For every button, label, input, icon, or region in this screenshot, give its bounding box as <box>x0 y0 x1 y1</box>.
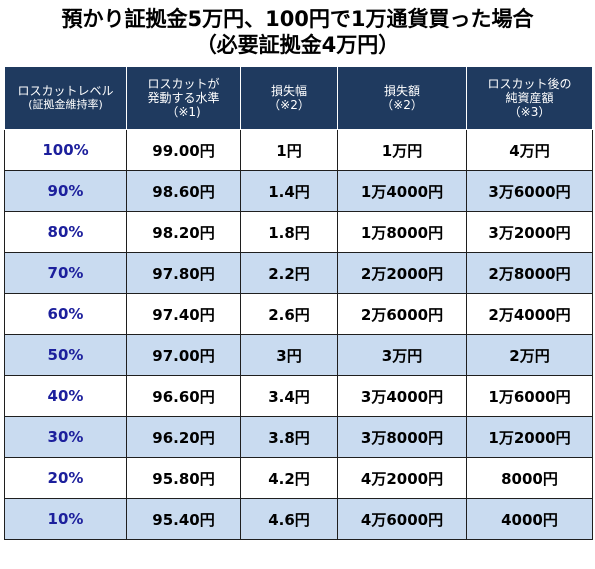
cell-loss-width: 1.4円 <box>240 170 338 212</box>
cell-trigger-price: 99.00円 <box>126 129 241 171</box>
header-line: （※2） <box>268 98 310 112</box>
cell-net-assets: 1万2000円 <box>466 416 593 458</box>
header-line: 損失幅 <box>270 84 307 98</box>
table-row: 100% 99.00円 1円 1万円 4万円 <box>4 129 593 171</box>
cell-loss-amount: 1万4000円 <box>337 170 467 212</box>
header-losscut-level: ロスカットレベル (証拠金維持率) <box>4 66 127 130</box>
cell-loss-width: 1.8円 <box>240 211 338 253</box>
cell-trigger-price: 97.40円 <box>126 293 241 335</box>
cell-loss-amount: 4万6000円 <box>337 498 467 540</box>
header-loss-amount: 損失額 （※2） <box>337 66 467 130</box>
cell-net-assets: 4万円 <box>466 129 593 171</box>
cell-losscut-level: 60% <box>4 293 127 335</box>
cell-net-assets: 3万2000円 <box>466 211 593 253</box>
cell-trigger-price: 95.80円 <box>126 457 241 499</box>
cell-loss-width: 1円 <box>240 129 338 171</box>
cell-loss-width: 4.2円 <box>240 457 338 499</box>
cell-net-assets: 8000円 <box>466 457 593 499</box>
cell-losscut-level: 50% <box>4 334 127 376</box>
cell-net-assets: 2万円 <box>466 334 593 376</box>
header-row: ロスカットレベル (証拠金維持率) ロスカットが 発動する水準 （※1) 損失幅… <box>4 66 593 130</box>
header-line: （※1) <box>166 105 201 119</box>
header-net-assets: ロスカット後の 純資産額 （※3） <box>466 66 593 130</box>
header-line: 発動する水準 <box>147 91 220 105</box>
cell-loss-width: 2.6円 <box>240 293 338 335</box>
header-line: 損失額 <box>383 84 420 98</box>
header-trigger-price: ロスカットが 発動する水準 （※1) <box>126 66 241 130</box>
cell-losscut-level: 70% <box>4 252 127 294</box>
table-header: ロスカットレベル (証拠金維持率) ロスカットが 発動する水準 （※1) 損失幅… <box>4 66 593 130</box>
table-body: 100% 99.00円 1円 1万円 4万円 90% 98.60円 1.4円 1… <box>4 129 593 540</box>
cell-loss-amount: 2万6000円 <box>337 293 467 335</box>
cell-net-assets: 4000円 <box>466 498 593 540</box>
header-line: （※2） <box>381 98 423 112</box>
header-loss-width: 損失幅 （※2） <box>240 66 338 130</box>
cell-loss-width: 2.2円 <box>240 252 338 294</box>
cell-loss-amount: 1万8000円 <box>337 211 467 253</box>
cell-trigger-price: 95.40円 <box>126 498 241 540</box>
page-title: 預かり証拠金5万円、100円で1万通貨買った場合 （必要証拠金4万円） <box>0 0 595 66</box>
header-line: （※3） <box>508 105 551 119</box>
cell-loss-amount: 2万2000円 <box>337 252 467 294</box>
cell-trigger-price: 96.20円 <box>126 416 241 458</box>
table-row: 60% 97.40円 2.6円 2万6000円 2万4000円 <box>4 293 593 335</box>
cell-net-assets: 3万6000円 <box>466 170 593 212</box>
cell-trigger-price: 98.20円 <box>126 211 241 253</box>
cell-loss-amount: 3万4000円 <box>337 375 467 417</box>
table-row: 30% 96.20円 3.8円 3万8000円 1万2000円 <box>4 416 593 458</box>
cell-losscut-level: 100% <box>4 129 127 171</box>
header-line: (証拠金維持率) <box>28 98 103 111</box>
table-row: 80% 98.20円 1.8円 1万8000円 3万2000円 <box>4 211 593 253</box>
cell-losscut-level: 40% <box>4 375 127 417</box>
table-row: 40% 96.60円 3.4円 3万4000円 1万6000円 <box>4 375 593 417</box>
cell-loss-amount: 4万2000円 <box>337 457 467 499</box>
cell-net-assets: 2万8000円 <box>466 252 593 294</box>
cell-loss-amount: 1万円 <box>337 129 467 171</box>
table-row: 50% 97.00円 3円 3万円 2万円 <box>4 334 593 376</box>
cell-trigger-price: 97.80円 <box>126 252 241 294</box>
cell-losscut-level: 20% <box>4 457 127 499</box>
title-main: 預かり証拠金5万円、100円で1万通貨買った場合 <box>61 7 534 31</box>
title-sub: （必要証拠金4万円） <box>195 33 400 57</box>
cell-losscut-level: 80% <box>4 211 127 253</box>
cell-loss-amount: 3万8000円 <box>337 416 467 458</box>
cell-loss-width: 3.4円 <box>240 375 338 417</box>
cell-loss-width: 3.8円 <box>240 416 338 458</box>
cell-losscut-level: 90% <box>4 170 127 212</box>
cell-loss-width: 4.6円 <box>240 498 338 540</box>
cell-losscut-level: 10% <box>4 498 127 540</box>
cell-net-assets: 1万6000円 <box>466 375 593 417</box>
cell-net-assets: 2万4000円 <box>466 293 593 335</box>
table-row: 70% 97.80円 2.2円 2万2000円 2万8000円 <box>4 252 593 294</box>
losscut-table: ロスカットレベル (証拠金維持率) ロスカットが 発動する水準 （※1) 損失幅… <box>4 66 593 540</box>
header-line: 純資産額 <box>505 91 554 105</box>
table-row: 10% 95.40円 4.6円 4万6000円 4000円 <box>4 498 593 540</box>
cell-loss-width: 3円 <box>240 334 338 376</box>
header-line: ロスカットが <box>147 77 220 91</box>
cell-losscut-level: 30% <box>4 416 127 458</box>
cell-loss-amount: 3万円 <box>337 334 467 376</box>
header-line: ロスカットレベル <box>17 84 114 98</box>
cell-trigger-price: 96.60円 <box>126 375 241 417</box>
cell-trigger-price: 98.60円 <box>126 170 241 212</box>
cell-trigger-price: 97.00円 <box>126 334 241 376</box>
table-row: 20% 95.80円 4.2円 4万2000円 8000円 <box>4 457 593 499</box>
table-row: 90% 98.60円 1.4円 1万4000円 3万6000円 <box>4 170 593 212</box>
header-line: ロスカット後の <box>487 77 572 91</box>
